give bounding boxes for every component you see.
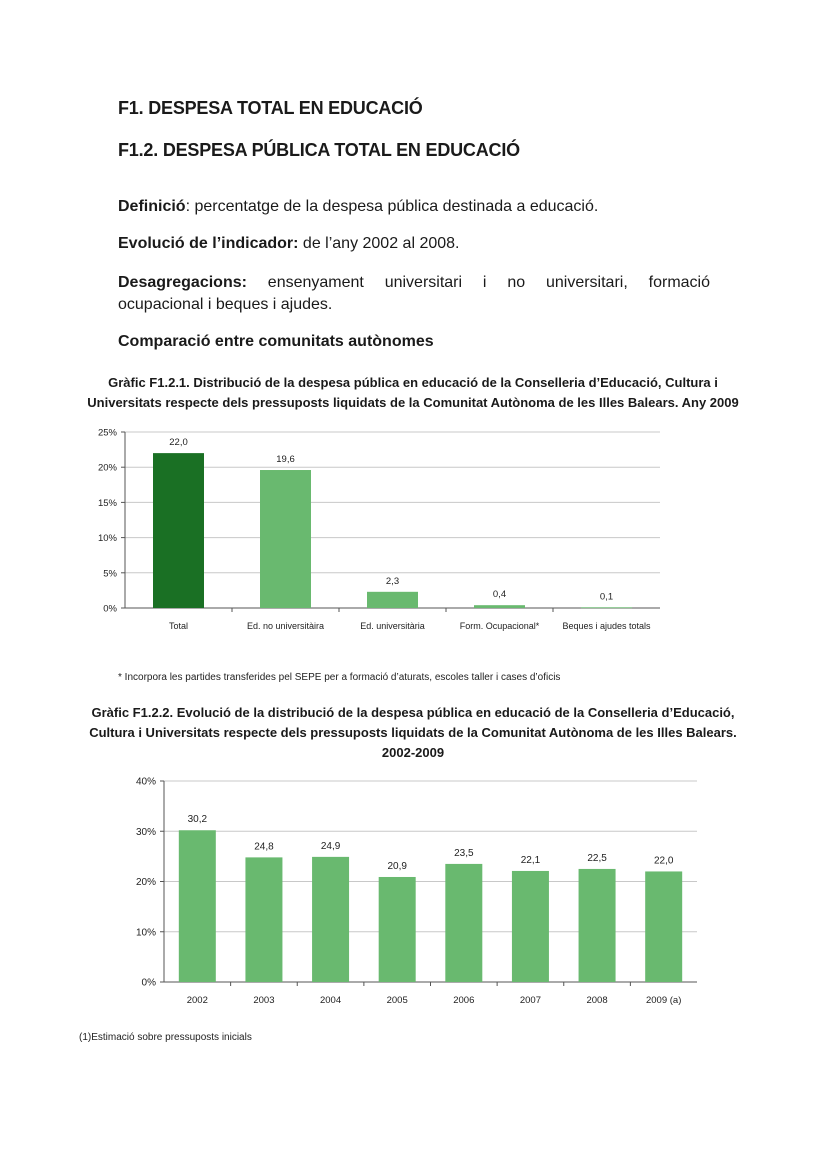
chart2-x-tick-label: 2003 — [253, 995, 274, 1006]
chart1-data-label: 19,6 — [276, 454, 295, 465]
chart1-bar — [474, 605, 525, 608]
chart2-x-tick-label: 2004 — [320, 995, 341, 1006]
chart2-data-label: 23,5 — [454, 848, 474, 859]
chart2-bar — [178, 830, 216, 982]
chart2-bar — [312, 856, 350, 982]
chart2-svg: 0% 10% 20% 30% 40% 30,2 2002 24,8 2003 24,9 2004 20… — [136, 777, 697, 1006]
chart1-bar — [367, 591, 418, 608]
chart1-bar — [153, 453, 204, 608]
breakdown-text-line2: ocupacional i beques i ajudes. — [118, 296, 333, 313]
evolution-paragraph: Evolució de l’indicador: de l’any 2002 a… — [118, 233, 710, 255]
chart2-bar — [245, 857, 283, 982]
heading-1: F1. DESPESA TOTAL EN EDUCACIÓ — [118, 98, 423, 118]
chart1-bar — [581, 607, 632, 609]
chart1-data-label: 22,0 — [169, 437, 188, 448]
chart2-bar — [578, 868, 616, 982]
chart2-bar — [645, 871, 683, 982]
definition-paragraph: Definició: percentatge de la despesa púb… — [118, 196, 710, 218]
chart1-x-tick-label: Ed. no universitàira — [247, 621, 324, 631]
chart2-caption-line2: Cultura i Universitats respecte dels pre… — [89, 725, 737, 740]
chart2-caption-line1: Gràfic F1.2.2. Evolució de la distribuci… — [91, 705, 735, 720]
breakdown-paragraph-line1: Desagregacions: ensenyament universitari… — [118, 272, 710, 294]
chart2-x-tick-label: 2008 — [586, 995, 607, 1006]
chart2-footnote: (1)Estimació sobre pressuposts inicials — [79, 1032, 252, 1043]
chart1-x-tick-label: Beques i ajudes totals — [562, 621, 651, 631]
chart1-x-tick-label: Ed. universitària — [360, 621, 425, 631]
chart2-caption: Gràfic F1.2.2. Evolució de la distribuci… — [70, 703, 756, 763]
evolution-label: Evolució de l’indicador: — [118, 235, 299, 252]
chart2-y-tick-label: 40% — [136, 777, 156, 788]
chart2-data-label: 24,9 — [321, 841, 341, 852]
chart2-data-label: 30,2 — [188, 814, 208, 825]
chart1-caption-line1: Gràfic F1.2.1. Distribució de la despesa… — [108, 375, 718, 390]
breakdown-text-line1: ensenyament universitari i no universita… — [246, 274, 710, 291]
definition-label: Definició — [118, 198, 186, 215]
chart1-y-tick-label: 15% — [98, 498, 118, 509]
chart1-y-tick-label: 25% — [98, 428, 118, 439]
chart2-data-label: 22,1 — [521, 855, 541, 866]
chart1-y-tick-label: 0% — [103, 604, 117, 615]
chart2-bar — [378, 876, 416, 982]
chart2-data-label: 24,8 — [254, 841, 274, 852]
chart1-data-label: 2,3 — [386, 576, 399, 587]
chart1-caption: Gràfic F1.2.1. Distribució de la despesa… — [70, 373, 756, 413]
chart1-footnote: * Incorpora les partides transferides pe… — [118, 672, 561, 683]
evolution-text: de l’any 2002 al 2008. — [298, 235, 460, 252]
breakdown-label: Desagregacions: — [118, 274, 247, 291]
definition-text: : percentatge de la despesa pública dest… — [185, 198, 599, 215]
chart2-caption-line3: 2002-2009 — [381, 745, 445, 760]
chart2-x-tick-label: 2007 — [520, 995, 541, 1006]
chart1-svg: 0% 5% 10% 15% 20% 25% 22,0 Total 19,6 Ed. no univ… — [98, 428, 660, 631]
chart1-data-label: 0,1 — [600, 591, 613, 602]
chart2-x-tick-label: 2002 — [187, 995, 208, 1006]
chart2-data-label: 20,9 — [387, 861, 407, 872]
chart2-data-label: 22,0 — [654, 855, 674, 866]
chart2-x-tick-label: 2005 — [387, 995, 408, 1006]
chart2-data-label: 22,5 — [587, 853, 607, 864]
chart2-x-tick-label: 2006 — [453, 995, 474, 1006]
heading-2: F1.2. DESPESA PÚBLICA TOTAL EN EDUCACIÓ — [118, 140, 520, 160]
chart1-bar — [260, 470, 311, 608]
chart2-y-tick-label: 30% — [136, 827, 156, 838]
chart1-y-tick-label: 20% — [98, 463, 118, 474]
chart1-data-label: 0,4 — [493, 589, 506, 600]
chart1-y-tick-label: 5% — [103, 568, 117, 579]
chart1-x-tick-label: Total — [169, 621, 188, 631]
comparison-title: Comparació entre comunitats autònomes — [118, 333, 434, 350]
chart2-y-tick-label: 20% — [136, 877, 156, 888]
chart2-x-tick-label: 2009 (a) — [646, 995, 681, 1006]
chart1-x-tick-label: Form. Ocupacional* — [460, 621, 540, 631]
chart1-y-tick-label: 10% — [98, 533, 118, 544]
chart2-bar — [511, 870, 549, 982]
chart2-bar — [445, 863, 483, 982]
chart2-y-tick-label: 0% — [142, 978, 157, 989]
chart2-y-tick-label: 10% — [136, 927, 156, 938]
chart1-caption-line2: Universitats respecte dels pressuposts l… — [87, 395, 739, 410]
